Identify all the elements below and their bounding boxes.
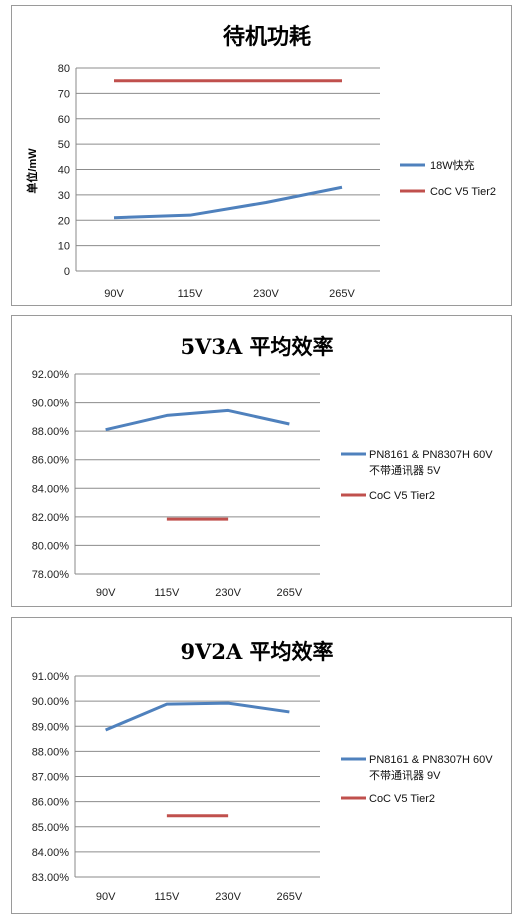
- y-tick-label: 91.00%: [32, 671, 70, 683]
- legend-label-1: PN8161 & PN8307H 60V: [369, 449, 493, 461]
- x-tick-label: 230V: [215, 891, 241, 903]
- chart-title: 待机功耗: [223, 24, 311, 50]
- y-tick-label: 88.00%: [32, 426, 70, 438]
- y-tick-label: 92.00%: [32, 369, 70, 381]
- y-axis-label: 单位/mW: [25, 148, 39, 194]
- x-tick-label: 90V: [96, 587, 116, 599]
- y-tick-label: 60: [58, 114, 70, 126]
- y-tick-label: 86.00%: [32, 455, 70, 467]
- y-tick-label: 85.00%: [32, 822, 70, 834]
- x-tick-label: 90V: [96, 891, 116, 903]
- x-tick-label: 90V: [104, 288, 124, 300]
- chart-panel-9v2a-efficiency: 9V2A 平均效率 83.00% 84.00% 85.00% 86.00% 87.00% 8…: [11, 617, 512, 914]
- y-tick-label: 20: [58, 215, 70, 227]
- y-tick-label: 50: [58, 139, 70, 151]
- y-tick-label: 90.00%: [32, 696, 70, 708]
- x-tick-label: 265V: [277, 587, 303, 599]
- y-tick-label: 83.00%: [32, 872, 70, 884]
- chart-panel-standby-power: 待机功耗单位/mW 0 10 20 30 40 50 60 70 80 90V 115V 230V 265…: [11, 5, 512, 306]
- x-tick-label: 115V: [154, 891, 180, 903]
- chart-title: 9V2A 平均效率: [180, 639, 333, 664]
- y-tick-label: 86.00%: [32, 797, 70, 809]
- y-tick-label: 70: [58, 88, 70, 100]
- x-tick-label: 265V: [277, 891, 303, 903]
- chart-svg: 9V2A 平均效率 83.00% 84.00% 85.00% 86.00% 87.00% 8…: [32, 639, 494, 903]
- y-tick-label: 84.00%: [32, 483, 70, 495]
- y-tick-label: 84.00%: [32, 847, 70, 859]
- y-tick-label: 30: [58, 190, 70, 202]
- y-tick-label: 89.00%: [32, 721, 70, 733]
- y-tick-label: 87.00%: [32, 772, 70, 784]
- legend-label-1: 不带通讯器 9V: [369, 769, 441, 782]
- legend-label-2: CoC V5 Tier2: [430, 186, 496, 198]
- legend-label-2: CoC V5 Tier2: [369, 793, 435, 805]
- series-line-1: [105, 408, 290, 432]
- x-tick-label: 265V: [329, 288, 355, 300]
- legend-label-2: CoC V5 Tier2: [369, 490, 435, 502]
- chart-panel-5v3a-efficiency: 5V3A 平均效率 78.00% 80.00% 82.00% 84.00% 86.00% 8…: [11, 315, 512, 607]
- x-tick-label: 230V: [253, 288, 279, 300]
- y-tick-label: 10: [58, 241, 70, 253]
- y-tick-label: 78.00%: [32, 569, 70, 581]
- y-tick-label: 88.00%: [32, 746, 70, 758]
- y-tick-label: 40: [58, 165, 70, 177]
- legend-label-1: 18W快充: [430, 158, 475, 172]
- legend-label-1: 不带通讯器 5V: [369, 464, 441, 477]
- series-line-1: [105, 701, 290, 732]
- y-tick-label: 90.00%: [32, 398, 70, 410]
- chart-title: 5V3A 平均效率: [180, 334, 333, 359]
- legend-label-1: PN8161 & PN8307H 60V: [369, 754, 493, 766]
- y-tick-label: 80.00%: [32, 540, 70, 552]
- series-line-1: [113, 185, 343, 220]
- y-tick-label: 82.00%: [32, 512, 70, 524]
- x-tick-label: 230V: [215, 587, 241, 599]
- y-tick-label: 80: [58, 63, 70, 75]
- x-tick-label: 115V: [178, 288, 204, 300]
- x-tick-label: 115V: [154, 587, 180, 599]
- chart-svg: 5V3A 平均效率 78.00% 80.00% 82.00% 84.00% 86.00% 8…: [32, 334, 494, 599]
- y-tick-label: 0: [64, 266, 70, 278]
